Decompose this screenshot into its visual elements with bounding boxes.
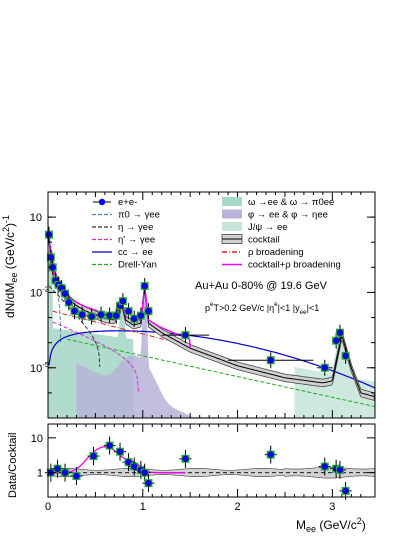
- y-tick-label: 10-5: [30, 360, 49, 375]
- ratio-point: [106, 442, 113, 449]
- data-point: [342, 352, 349, 359]
- data-point: [78, 311, 86, 318]
- ratio-point: [116, 448, 124, 455]
- data-point: [267, 357, 274, 364]
- data-point: [336, 329, 344, 336]
- main-plot-area: [44, 226, 376, 418]
- data-point: [321, 364, 328, 371]
- ratio-point: [182, 455, 189, 463]
- data-point: [119, 297, 127, 305]
- ratio-point: [267, 451, 274, 458]
- ratio-point: [131, 463, 138, 470]
- ratio-point: [73, 472, 80, 480]
- x-tick-label: 1: [140, 501, 146, 513]
- data-point: [125, 307, 132, 315]
- ratio-point: [61, 469, 69, 476]
- ratio-point: [342, 487, 349, 495]
- legend-swatch: [98, 198, 106, 206]
- legend-label-left: π0 → γee: [118, 210, 160, 221]
- legend-swatch: [222, 197, 242, 206]
- ratio-point: [336, 466, 344, 474]
- data-point: [45, 231, 53, 238]
- annotation-kinematic-cuts: peT>0.2 GeV/c |ηe|<1 |yee|<1: [205, 301, 319, 316]
- x-tick-label: 2: [235, 501, 241, 513]
- legend-label-right: ρ broadening: [248, 247, 304, 258]
- ratio-frame: [47, 423, 376, 498]
- ratio-point: [321, 463, 328, 470]
- legend-label-left: η → γee: [118, 222, 153, 233]
- data-point: [113, 312, 120, 319]
- rho-broadening-curve: [52, 310, 191, 347]
- data-point: [61, 290, 69, 297]
- y-tick-label: 10: [30, 212, 42, 224]
- x-tick-label: 3: [329, 501, 335, 513]
- legend-label-right: cocktail: [248, 235, 280, 246]
- legend-label-right: ω →ee & ω → π0ee: [248, 197, 334, 208]
- annotation-collision-system: Au+Au 0-80% @ 19.6 GeV: [195, 280, 328, 292]
- jpsi-fill: [294, 334, 375, 418]
- data-point: [106, 312, 113, 319]
- ratio-point: [54, 465, 61, 472]
- ratio-point: [141, 469, 148, 476]
- drell-yan-curve: [66, 338, 376, 408]
- y-tick-label: 10-2: [30, 284, 49, 299]
- ratio-point: [125, 458, 132, 466]
- phi-fill: [76, 288, 219, 418]
- legend-label-right: J/ψ → ee: [248, 222, 288, 233]
- data-point: [145, 307, 152, 315]
- data-point: [65, 299, 73, 306]
- ratio-point: [90, 452, 97, 460]
- data-point: [332, 337, 340, 344]
- x-tick-label: 0: [45, 501, 51, 513]
- x-axis-label: Mee (GeV/c2): [296, 516, 366, 534]
- data-point: [137, 312, 145, 319]
- legend-label-left: η' → γee: [118, 235, 155, 246]
- data-point: [182, 331, 189, 339]
- legend-label-left: cc → ee: [118, 247, 153, 258]
- ratio-y-axis-label: Data/Cocktail: [7, 433, 19, 498]
- legend-label-right: φ → ee & φ → ηee: [248, 210, 328, 221]
- legend-swatch: [222, 222, 242, 231]
- data-point: [97, 311, 105, 318]
- ccbar-curve: [48, 330, 376, 389]
- legend-label-left: Drell-Yan: [118, 260, 157, 271]
- legend-swatch: [222, 209, 242, 219]
- main-y-axis-label: dN/dMee (GeV/c2)-1: [1, 215, 19, 318]
- data-point: [88, 313, 95, 320]
- ratio-y-tick-label: 10: [31, 433, 43, 445]
- main-frame: [47, 191, 376, 419]
- ratio-y-tick-label: 1: [37, 468, 43, 480]
- legend-label-right: cocktail+ρ broadening: [248, 260, 341, 271]
- data-point: [71, 307, 78, 315]
- eta-prime-curve: [52, 321, 139, 392]
- ratio-point: [145, 479, 152, 487]
- legend-label-left: e+e-: [118, 197, 137, 208]
- data-point: [141, 282, 148, 290]
- ratio-plot-area: [44, 436, 376, 500]
- data-point: [131, 315, 138, 322]
